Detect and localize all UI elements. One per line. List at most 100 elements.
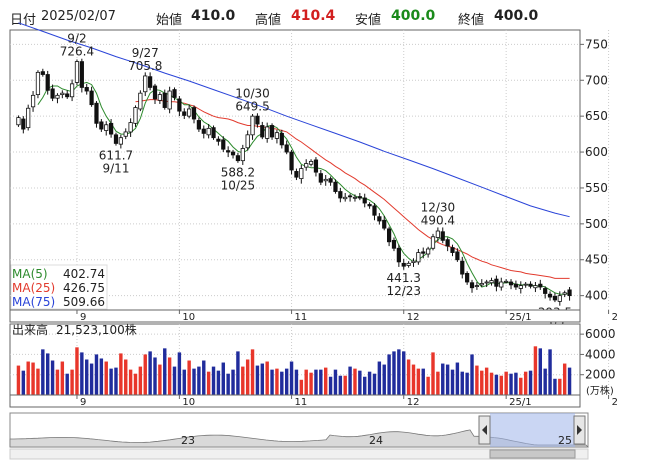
- volume-bar: [124, 359, 128, 395]
- navigator-year-label: 25: [558, 434, 572, 447]
- open-value: 410.0: [191, 8, 236, 24]
- volume-bar: [197, 366, 201, 395]
- price-grid: [9, 29, 610, 311]
- volume-bar: [65, 373, 69, 395]
- volume-bar: [445, 364, 450, 395]
- close-label: 終値: [458, 13, 485, 28]
- navigator-panel[interactable]: 23 24 25: [9, 412, 589, 460]
- volume-bar: [323, 367, 328, 395]
- volume-bar: [104, 361, 108, 395]
- volume-bar: [543, 368, 547, 395]
- candle-up: [484, 281, 489, 284]
- volume-bar: [484, 367, 489, 395]
- date-label: 日付: [10, 13, 37, 28]
- candle-down: [460, 260, 465, 275]
- candle-up: [557, 295, 562, 302]
- low-annotation-value: 611.7: [99, 149, 133, 163]
- candle-down: [508, 281, 514, 286]
- candle-down: [191, 107, 197, 120]
- candle-down: [538, 283, 543, 288]
- candle-down: [50, 88, 55, 99]
- volume-bar: [441, 363, 445, 395]
- low-annotation-date: 12/23: [386, 284, 421, 298]
- candle-down: [284, 144, 289, 153]
- volume-total: 21,523,100株: [56, 322, 137, 337]
- volume-bar: [475, 365, 479, 395]
- volume-bar: [75, 347, 79, 395]
- volume-bar: [172, 366, 177, 395]
- volume-bar: [460, 371, 464, 395]
- volume-bar: [450, 369, 455, 395]
- legend-ma-name: MA(75): [12, 295, 55, 309]
- volume-bar: [343, 375, 347, 395]
- low-label: 安値: [355, 13, 382, 28]
- volume-bar: [202, 360, 206, 395]
- price-tick-label: 450: [585, 253, 608, 267]
- volume-bar: [284, 368, 289, 395]
- candle-down: [230, 151, 236, 156]
- volume-bar: [99, 358, 104, 395]
- volume-bar: [299, 379, 304, 395]
- candle-down: [211, 127, 216, 139]
- volume-bar: [436, 371, 440, 395]
- volume-bar: [528, 370, 533, 395]
- candle-down: [279, 132, 284, 146]
- candle-down: [148, 76, 153, 88]
- volume-bar: [348, 366, 352, 395]
- navigator-left-handle[interactable]: [478, 415, 491, 445]
- candle-down: [196, 120, 202, 130]
- navigator-scroll-thumb[interactable]: [489, 449, 576, 459]
- candle-down: [201, 128, 206, 134]
- open-label: 始値: [156, 13, 183, 28]
- candle-up: [128, 122, 133, 133]
- volume-bar: [163, 348, 167, 395]
- price-axis: 9 10 11 12 25/1 2 400 450 500 550 600 650 700 750: [9, 37, 618, 323]
- candle-down: [367, 204, 372, 207]
- candle-up: [504, 280, 509, 283]
- candle-up: [123, 131, 128, 137]
- volume-bar: [402, 351, 406, 395]
- candle-up: [143, 75, 148, 93]
- chevron-left-icon: [482, 425, 487, 435]
- candle-up: [518, 285, 523, 289]
- low-annotation-date: 10/25: [221, 179, 256, 193]
- volume-bar: [319, 369, 323, 395]
- volume-bar: [45, 353, 50, 395]
- candle-down: [362, 197, 367, 204]
- volume-bar: [114, 367, 118, 395]
- volume-title: 出来高: [12, 322, 48, 337]
- navigator-right-handle[interactable]: [573, 415, 586, 445]
- high-annotation-value: 490.4: [421, 214, 455, 228]
- candle-down: [113, 134, 119, 144]
- low-annotation-value: 588.2: [221, 166, 255, 180]
- volume-bar: [553, 378, 557, 395]
- candles: [16, 58, 572, 306]
- candle-down: [260, 125, 265, 138]
- candle-up: [479, 283, 484, 286]
- candle-up: [104, 124, 109, 131]
- volume-bar: [158, 364, 162, 395]
- volume-bar: [50, 360, 55, 395]
- volume-bar: [455, 362, 460, 395]
- volume-bar: [89, 363, 94, 395]
- volume-bar: [406, 359, 411, 395]
- navigator-year-label: 23: [181, 434, 195, 447]
- volume-bar: [192, 368, 196, 395]
- candle-down: [528, 283, 533, 287]
- candle-down: [357, 196, 362, 199]
- candle-down: [338, 191, 343, 199]
- volume-bar: [138, 366, 143, 395]
- candle-down: [79, 61, 84, 88]
- legend-ma-value: 402.74: [63, 267, 105, 281]
- volume-bar: [31, 362, 35, 395]
- volume-bar: [353, 368, 357, 395]
- month-tick-label: 10: [182, 312, 195, 323]
- month-tick-label: 25/1: [509, 312, 531, 323]
- volume-bar: [70, 369, 74, 395]
- volume-bar: [567, 367, 572, 395]
- volume-bar: [80, 352, 84, 395]
- candle-up: [240, 148, 245, 162]
- volume-bar: [177, 352, 182, 395]
- candle-down: [465, 272, 470, 283]
- candle-down: [440, 231, 445, 241]
